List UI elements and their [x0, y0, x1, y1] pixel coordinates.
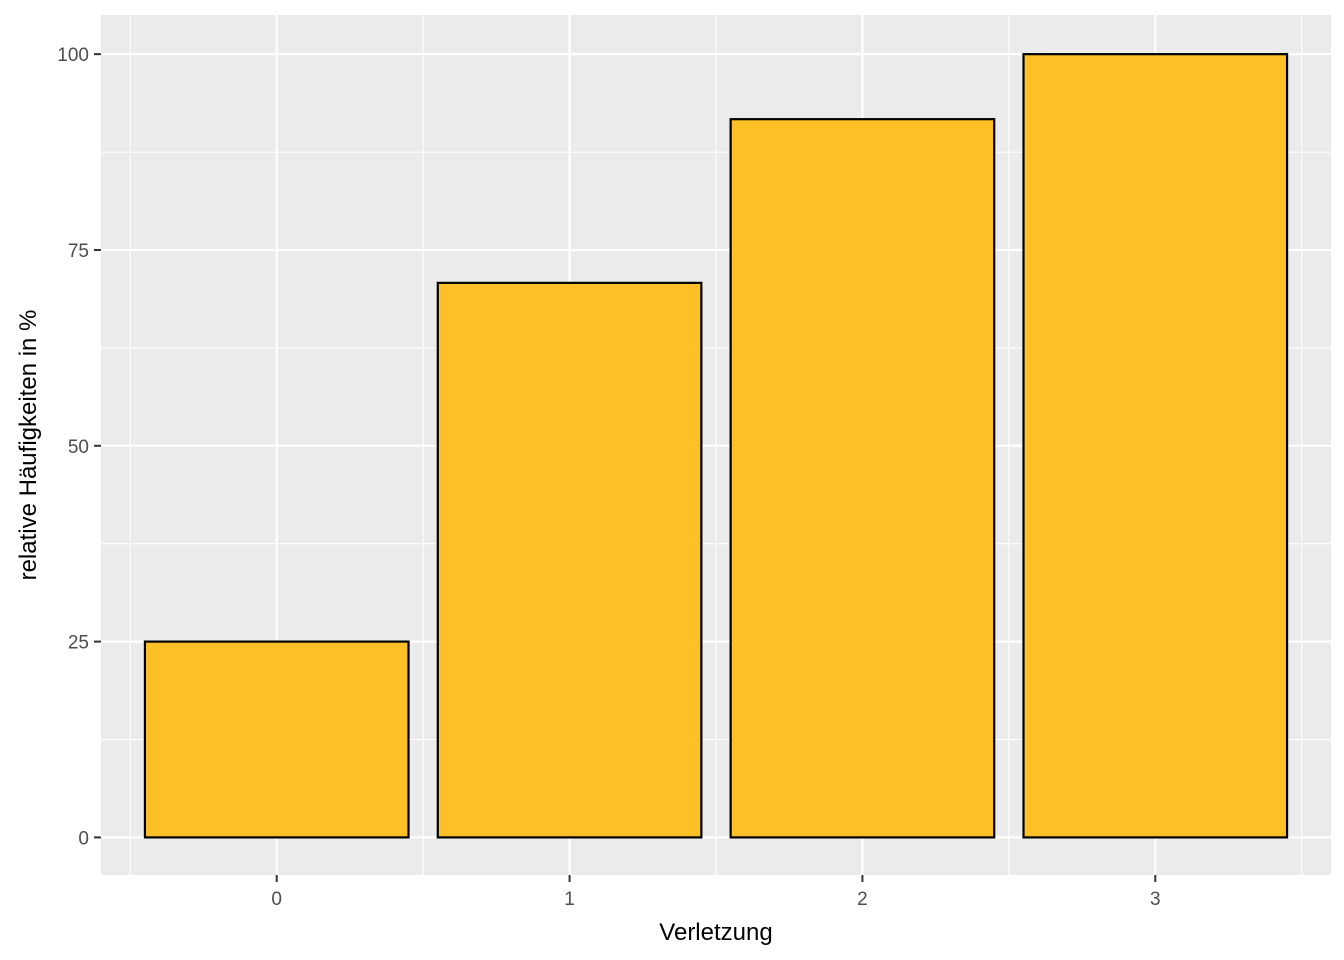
x-tick-label: 0	[271, 889, 282, 910]
bar-3	[1022, 53, 1289, 839]
y-axis: 0 25 50 75 100	[57, 45, 101, 849]
bar-0	[143, 640, 410, 839]
x-axis-title: Verletzung	[659, 919, 772, 946]
y-tick-label: 75	[68, 241, 89, 262]
x-tick-label: 2	[857, 889, 868, 910]
y-tick-label: 25	[68, 633, 89, 654]
y-tick-label: 100	[57, 45, 89, 66]
x-tick-label: 3	[1150, 889, 1161, 910]
bar-2	[729, 118, 996, 839]
y-tick-label: 0	[78, 828, 89, 849]
bars	[143, 53, 1289, 839]
y-axis-title: relative Häufigkeiten in %	[15, 310, 42, 581]
bar-1	[436, 281, 703, 839]
x-axis: 0 1 2 3	[271, 875, 1161, 910]
y-tick-label: 50	[68, 437, 89, 458]
x-tick-label: 1	[564, 889, 575, 910]
